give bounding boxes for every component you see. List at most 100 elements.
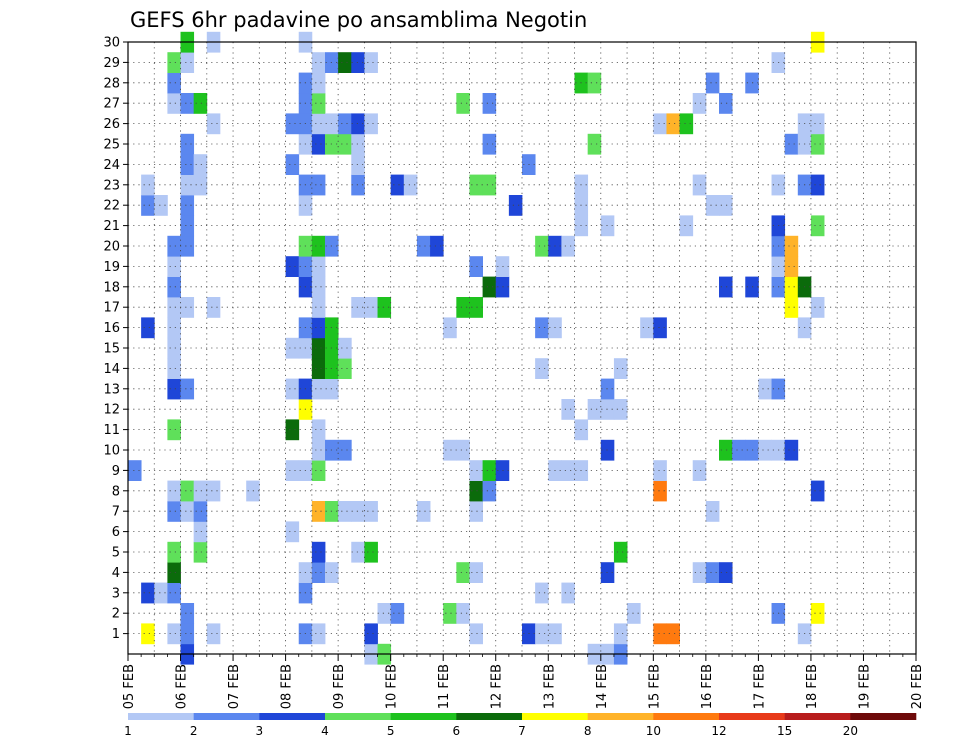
heatmap-cell — [311, 501, 326, 522]
legend-swatch — [522, 713, 588, 720]
heatmap-cell — [810, 113, 825, 135]
heatmap-cell — [784, 133, 799, 155]
heatmap-cell — [193, 174, 208, 196]
heatmap-cell — [338, 501, 352, 522]
legend-swatch — [456, 713, 523, 720]
heatmap-cell — [285, 256, 300, 277]
heatmap-cell — [193, 480, 208, 502]
heatmap-cell — [180, 174, 195, 196]
heatmap-cell — [180, 378, 195, 400]
heatmap-cell — [456, 93, 470, 114]
heatmap-cell — [311, 133, 326, 155]
heatmap-cell — [285, 154, 300, 175]
x-tick-label: 15 FEB — [647, 664, 662, 709]
legend-label: 5 — [387, 724, 395, 738]
heatmap-cell — [180, 501, 195, 522]
heatmap-cell — [351, 541, 365, 563]
heatmap-cell — [758, 439, 772, 461]
x-tick-label: 19 FEB — [857, 664, 872, 709]
y-tick-label: 4 — [112, 566, 120, 581]
y-tick-label: 15 — [103, 342, 120, 357]
heatmap-cell — [351, 133, 365, 155]
heatmap-cell — [705, 195, 720, 216]
legend-label: 12 — [711, 724, 726, 738]
heatmap-cell — [587, 72, 602, 94]
chart-title: GEFS 6hr padavine po ansamblima Negotin — [130, 8, 587, 32]
axis-layer: 1234567891011121314151617181920212223242… — [103, 36, 925, 710]
heatmap-cell — [561, 235, 575, 257]
heatmap-cell — [364, 113, 378, 135]
heatmap-cell — [416, 501, 431, 522]
heatmap-cell — [416, 235, 431, 257]
y-tick-label: 23 — [103, 178, 120, 193]
grid-layer — [128, 41, 916, 654]
y-tick-label: 22 — [103, 199, 120, 214]
heatmap-cell — [653, 113, 667, 135]
heatmap-cell — [141, 623, 155, 645]
heatmap-cell — [167, 419, 181, 441]
heatmap-cell — [364, 623, 378, 645]
y-tick-label: 19 — [103, 260, 120, 275]
heatmap-cell — [705, 501, 720, 522]
heatmap-cell — [206, 113, 221, 135]
heatmap-cell — [692, 93, 707, 114]
heatmap-cell — [180, 195, 195, 216]
y-tick-label: 25 — [103, 138, 120, 153]
y-tick-label: 11 — [103, 423, 120, 438]
heatmap-cell — [613, 623, 628, 645]
y-tick-label: 18 — [103, 280, 120, 295]
heatmap-cell — [311, 297, 326, 318]
y-tick-label: 29 — [103, 56, 120, 71]
heatmap-cell — [180, 133, 195, 155]
heatmap-cell — [561, 582, 575, 604]
heatmap-cell — [719, 439, 733, 461]
heatmap-cell — [810, 174, 825, 196]
heatmap-cell — [167, 93, 181, 114]
y-tick-label: 5 — [112, 546, 120, 561]
heatmap-cell — [311, 276, 326, 298]
heatmap-cell — [193, 154, 208, 175]
heatmap-cell — [311, 72, 326, 94]
heatmap-cell — [679, 215, 694, 237]
heatmap-cell — [311, 378, 326, 400]
heatmap-cell — [508, 195, 523, 216]
heatmap-cell — [784, 439, 799, 461]
heatmap-cell — [285, 460, 300, 481]
y-tick-label: 12 — [103, 403, 120, 418]
heatmap-cell — [364, 52, 378, 73]
heatmap-cell — [377, 603, 392, 624]
heatmap-cell — [377, 297, 392, 318]
heatmap-cell — [456, 297, 470, 318]
heatmap-cell — [311, 460, 326, 481]
x-tick-label: 16 FEB — [700, 664, 715, 709]
heatmap-cell — [206, 480, 221, 502]
legend-label: 3 — [256, 724, 264, 738]
heatmap-cell — [784, 235, 799, 257]
legend-swatch — [128, 713, 194, 720]
heatmap-cell — [311, 419, 326, 441]
heatmap-cell — [285, 378, 300, 400]
heatmap-cell — [167, 623, 181, 645]
heatmap-cell — [482, 276, 497, 298]
heatmap-cell — [206, 623, 221, 645]
heatmap-cell — [311, 93, 326, 114]
x-tick-label: 07 FEB — [227, 664, 242, 709]
heatmap-cell — [613, 541, 628, 563]
heatmap-cell — [587, 133, 602, 155]
heatmap-cell — [311, 623, 326, 645]
legend-swatch — [587, 713, 654, 720]
heatmap-cell — [469, 174, 483, 196]
heatmap-cell — [482, 133, 497, 155]
heatmap-cell — [482, 480, 497, 502]
x-tick-label: 14 FEB — [595, 664, 610, 709]
heatmap-cell — [351, 297, 365, 318]
heatmap-cell — [719, 276, 733, 298]
heatmap-cell — [311, 337, 326, 359]
heatmap-cell — [456, 439, 470, 461]
heatmap-cell — [180, 93, 195, 114]
heatmap-cell — [810, 480, 825, 502]
heatmap-cell — [141, 317, 155, 339]
heatmap-cell — [403, 174, 418, 196]
x-tick-label: 18 FEB — [805, 664, 820, 709]
heatmap-cell — [167, 337, 181, 359]
